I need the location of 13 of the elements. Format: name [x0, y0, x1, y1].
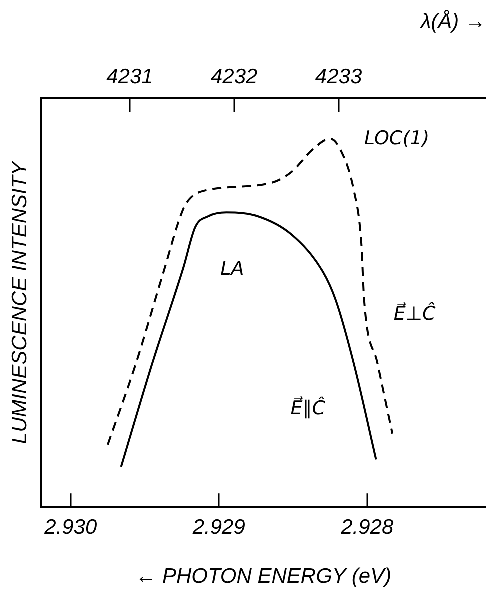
annotation: LOC(1) [364, 127, 430, 150]
x2-axis-title: λ(Å) → [420, 9, 486, 34]
x2-tick-label: 4233 [315, 66, 362, 89]
x-axis-title: ← PHOTON ENERGY (eV) [136, 565, 392, 588]
x-tick-label: 2.930 [44, 516, 98, 540]
x2-tick-label: 4231 [106, 66, 154, 89]
x-tick-label: 2.928 [340, 516, 394, 540]
x-tick-label: 2.929 [192, 516, 246, 540]
annotation: E⃗⊥Ĉ [394, 302, 436, 326]
annotation: E⃗∥Ĉ [290, 396, 326, 420]
annotation: LA [220, 258, 244, 280]
x2-tick-label: 4232 [211, 66, 258, 89]
y-axis-title: LUMINESCENCE INTENSITY [8, 160, 32, 444]
